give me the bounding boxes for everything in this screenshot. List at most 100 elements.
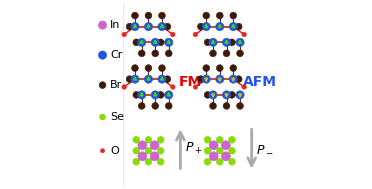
Text: In: In: [110, 20, 121, 30]
Circle shape: [100, 114, 106, 120]
Circle shape: [198, 23, 204, 30]
Circle shape: [151, 38, 159, 46]
Circle shape: [126, 76, 133, 82]
Circle shape: [228, 39, 235, 46]
Text: AFM: AFM: [243, 75, 277, 89]
Circle shape: [158, 12, 166, 19]
Circle shape: [193, 85, 198, 89]
Circle shape: [138, 152, 147, 161]
Circle shape: [157, 147, 164, 154]
Circle shape: [203, 65, 210, 71]
Circle shape: [131, 75, 139, 83]
Circle shape: [99, 82, 106, 88]
Circle shape: [237, 102, 243, 109]
Circle shape: [235, 76, 242, 82]
Circle shape: [223, 102, 230, 109]
Circle shape: [217, 136, 223, 143]
Circle shape: [236, 38, 244, 46]
Circle shape: [164, 76, 171, 82]
Circle shape: [193, 32, 198, 37]
Circle shape: [145, 136, 152, 143]
Circle shape: [164, 23, 171, 30]
Text: FM: FM: [179, 75, 202, 89]
Circle shape: [242, 32, 246, 37]
Circle shape: [236, 91, 244, 99]
Circle shape: [170, 32, 175, 37]
Circle shape: [145, 147, 152, 154]
Circle shape: [158, 75, 166, 83]
Circle shape: [222, 38, 231, 46]
Circle shape: [145, 12, 152, 19]
Circle shape: [100, 149, 105, 153]
Circle shape: [133, 147, 140, 154]
Text: Cr: Cr: [110, 50, 122, 60]
Circle shape: [133, 136, 140, 143]
Circle shape: [133, 39, 140, 46]
Circle shape: [223, 50, 230, 57]
Circle shape: [235, 23, 242, 30]
Text: O: O: [110, 146, 119, 156]
Circle shape: [138, 91, 146, 99]
Circle shape: [151, 91, 159, 99]
Circle shape: [209, 141, 218, 150]
Circle shape: [122, 32, 126, 37]
Circle shape: [165, 91, 173, 99]
Circle shape: [204, 91, 211, 98]
Circle shape: [157, 158, 164, 165]
Circle shape: [138, 141, 147, 150]
Circle shape: [202, 22, 211, 31]
Circle shape: [221, 152, 230, 161]
Circle shape: [152, 50, 158, 57]
Text: $P_+$: $P_+$: [185, 141, 203, 156]
Circle shape: [204, 136, 211, 143]
Circle shape: [165, 38, 173, 46]
Circle shape: [138, 38, 146, 46]
Circle shape: [157, 136, 164, 143]
Circle shape: [157, 39, 164, 46]
Circle shape: [198, 76, 204, 82]
Circle shape: [150, 141, 159, 150]
Circle shape: [217, 147, 223, 154]
Circle shape: [98, 21, 107, 29]
Circle shape: [229, 22, 237, 31]
Circle shape: [157, 91, 164, 98]
Circle shape: [150, 152, 159, 161]
Circle shape: [228, 147, 235, 154]
Circle shape: [152, 102, 158, 109]
Circle shape: [133, 158, 140, 165]
Circle shape: [144, 22, 153, 31]
Circle shape: [228, 91, 235, 98]
Circle shape: [122, 85, 126, 89]
Circle shape: [126, 23, 133, 30]
Circle shape: [237, 50, 243, 57]
Circle shape: [145, 65, 152, 71]
Circle shape: [170, 85, 175, 89]
Text: Br: Br: [110, 80, 122, 90]
Circle shape: [210, 102, 217, 109]
Circle shape: [209, 91, 217, 99]
Circle shape: [166, 50, 172, 57]
Circle shape: [158, 22, 166, 31]
Circle shape: [228, 136, 235, 143]
Circle shape: [204, 147, 211, 154]
Circle shape: [202, 75, 211, 83]
Circle shape: [229, 75, 237, 83]
Circle shape: [217, 12, 223, 19]
Circle shape: [216, 22, 224, 31]
Circle shape: [132, 65, 138, 71]
Circle shape: [98, 51, 107, 59]
Circle shape: [138, 102, 145, 109]
Circle shape: [138, 50, 145, 57]
Circle shape: [217, 158, 223, 165]
Circle shape: [242, 85, 246, 89]
Circle shape: [203, 12, 210, 19]
Circle shape: [209, 38, 217, 46]
Circle shape: [132, 12, 138, 19]
Circle shape: [204, 39, 211, 46]
Circle shape: [145, 158, 152, 165]
Circle shape: [221, 141, 230, 150]
Circle shape: [131, 22, 139, 31]
Circle shape: [216, 75, 224, 83]
Circle shape: [210, 50, 217, 57]
Text: Se: Se: [110, 112, 124, 122]
